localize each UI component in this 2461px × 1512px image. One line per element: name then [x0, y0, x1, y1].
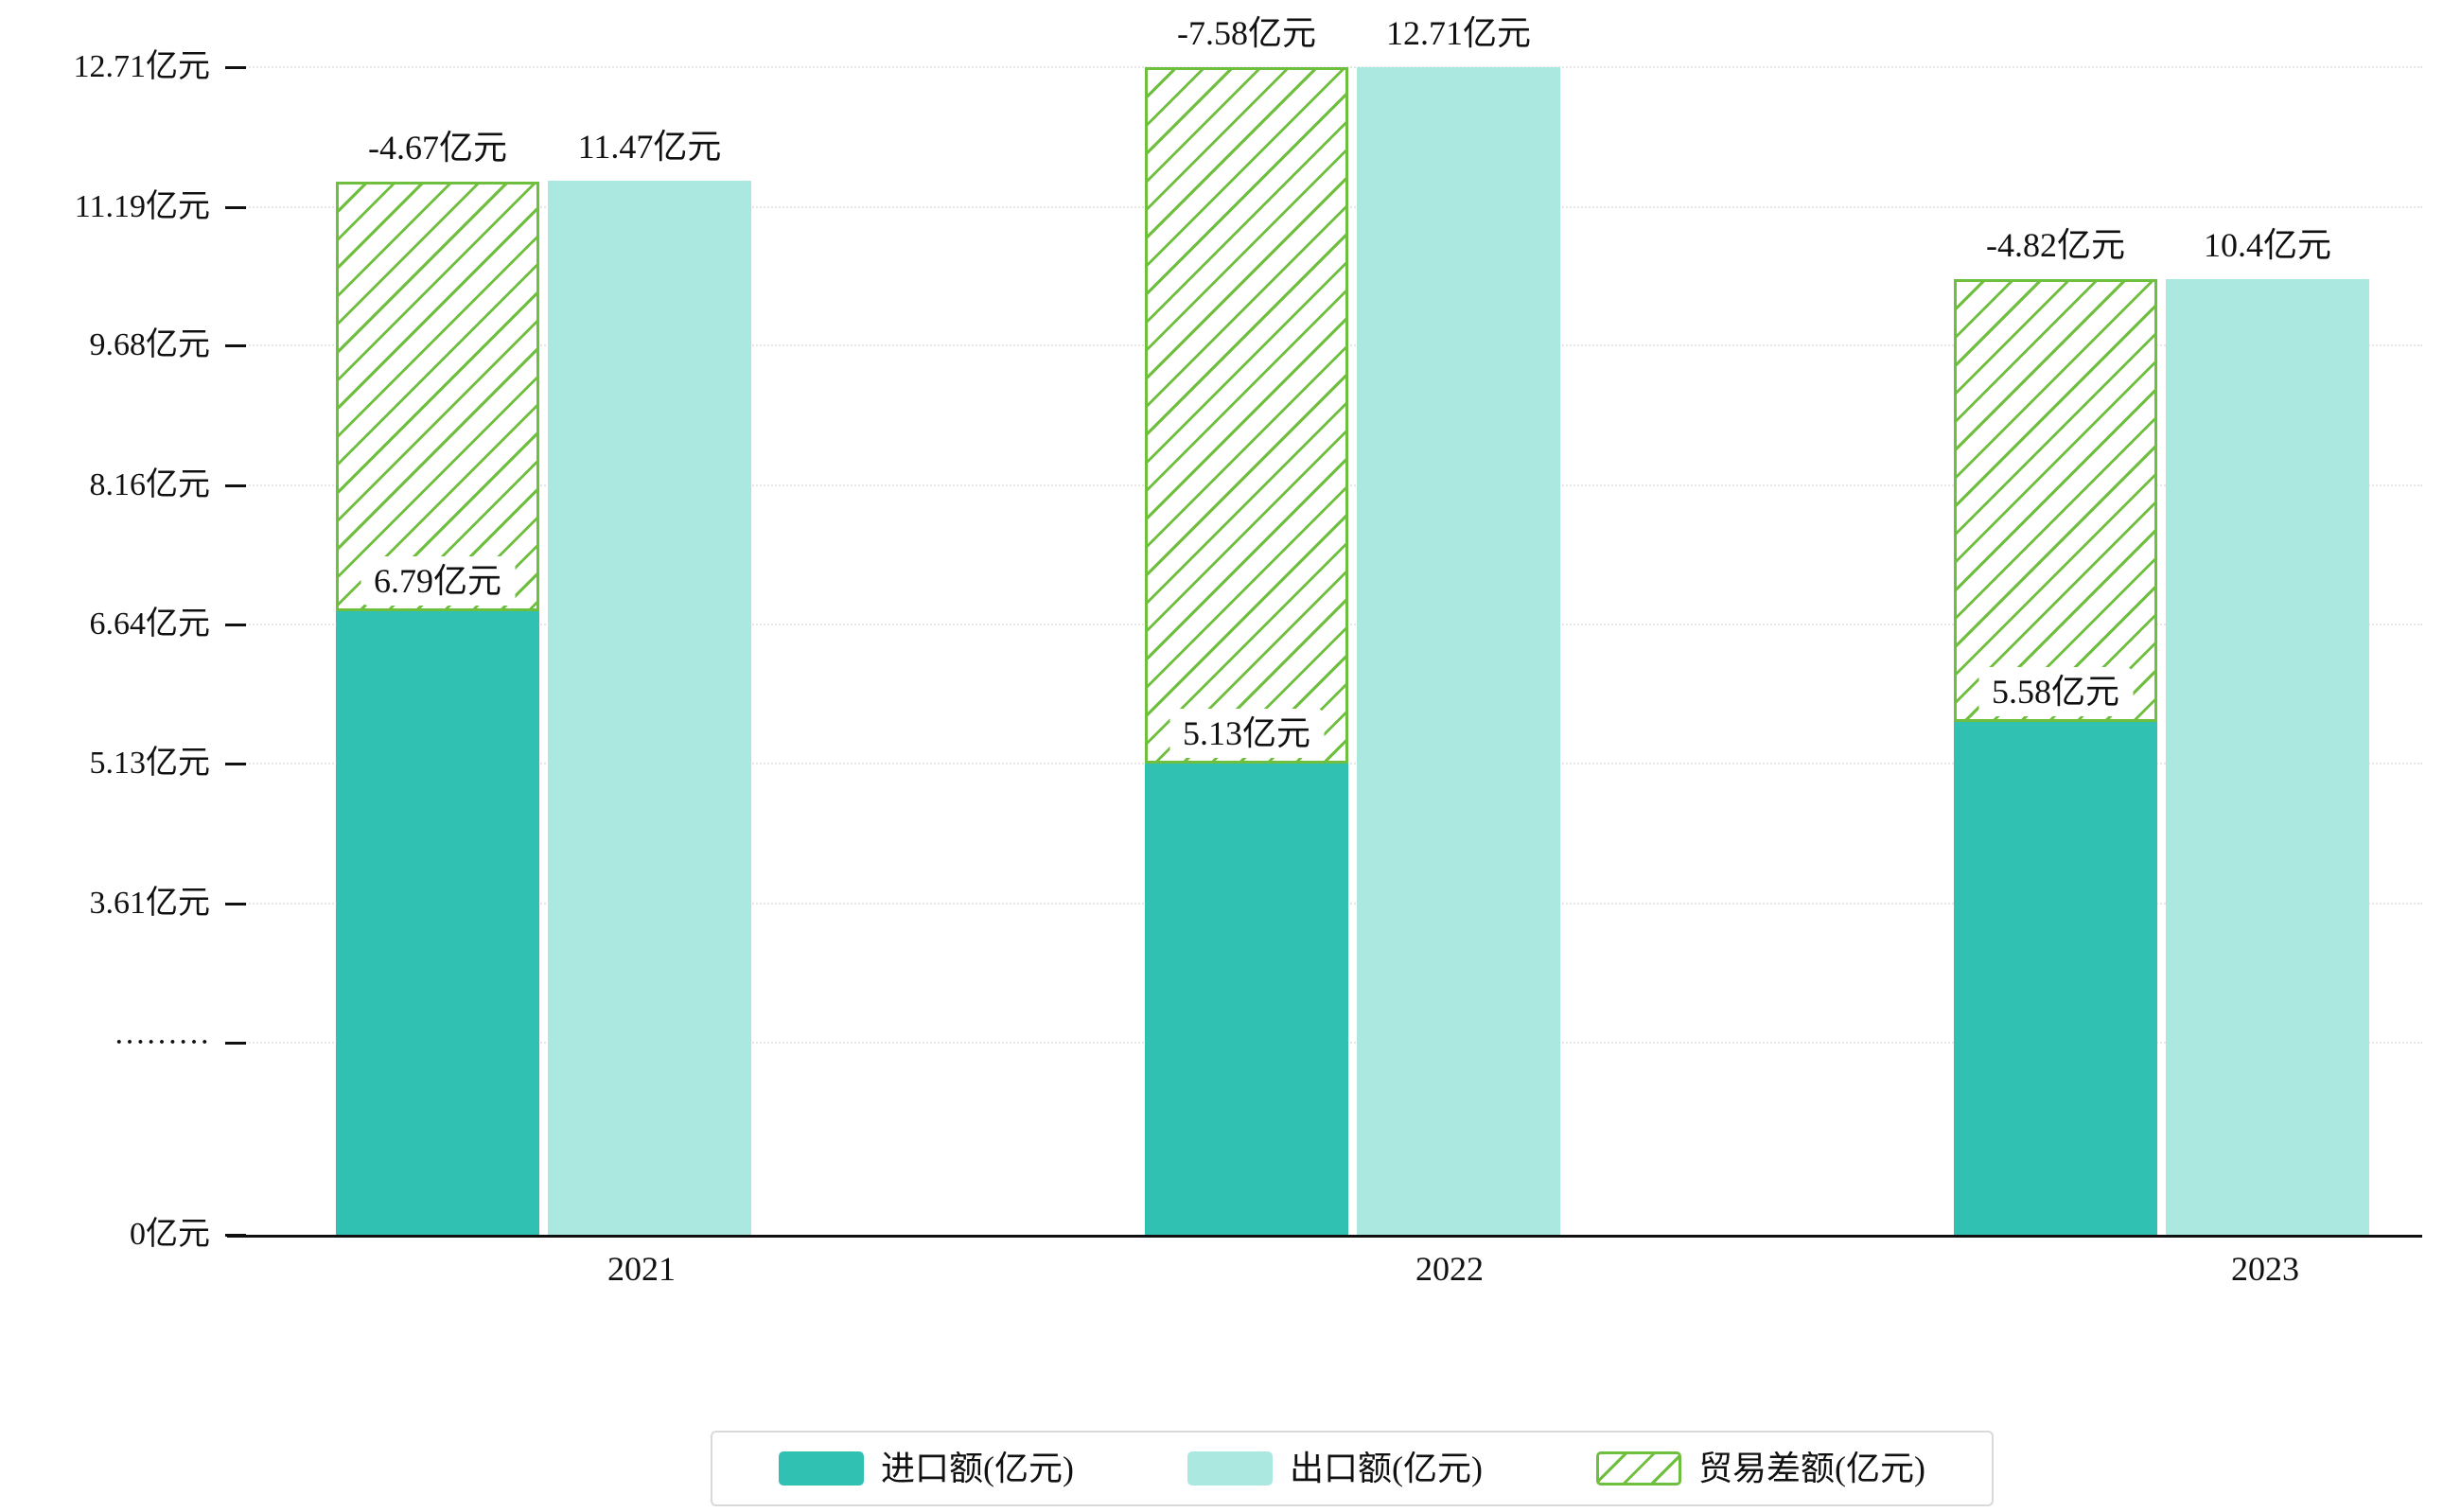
y-tick-mark [225, 902, 246, 905]
y-tick-mark [225, 483, 246, 487]
x-axis-label-2021: 2021 [607, 1250, 676, 1288]
export-bar-2023 [2166, 279, 2369, 1235]
trade-balance-bar-2021 [336, 182, 539, 611]
y-axis-tick-label: 11.19亿元 [74, 188, 210, 224]
y-tick-mark [225, 624, 246, 627]
y-axis-tick-label: 12.71亿元 [73, 49, 211, 84]
legend-item-trade-balance: 贸易差额(亿元) [1596, 1448, 1925, 1489]
export-bar-2022 [1357, 67, 1560, 1235]
legend-label-trade-balance: 贸易差额(亿元) [1698, 1450, 1925, 1487]
legend-label-export: 出口额(亿元) [1290, 1450, 1483, 1487]
import-bar-2023 [1954, 722, 2157, 1235]
trade-balance-bar-2023 [1954, 279, 2157, 723]
import-value-label-2022: 5.13亿元 [1169, 708, 1325, 758]
y-axis-tick-label: 5.13亿元 [89, 745, 211, 781]
y-tick-mark [225, 66, 246, 69]
x-axis-line [227, 1235, 2422, 1238]
y-tick-mark [225, 762, 246, 765]
legend-item-import: 进口额(亿元) [779, 1448, 1074, 1489]
trade-balance-bar-2022 [1145, 67, 1348, 764]
legend-item-export: 出口额(亿元) [1187, 1448, 1483, 1489]
y-axis-tick-label: 3.61亿元 [89, 885, 211, 921]
trade-balance-value-label-2021: -4.67亿元 [355, 123, 520, 173]
export-bar-2021 [548, 181, 751, 1235]
y-axis-tick-label: ········· [114, 1025, 210, 1061]
export-value-label-2021: 11.47亿元 [564, 122, 735, 172]
import-bar-2022 [1145, 763, 1348, 1235]
import-value-label-2023: 5.58亿元 [1978, 667, 2134, 717]
y-axis-tick-label: 8.16亿元 [89, 466, 211, 502]
y-tick-mark [225, 1042, 246, 1046]
export-value-label-2022: 12.71亿元 [1372, 9, 1545, 58]
trade-balance-value-label-2022: -7.58亿元 [1164, 9, 1329, 58]
export-value-label-2023: 10.4亿元 [2189, 220, 2346, 271]
y-axis-tick-label: 0亿元 [130, 1217, 210, 1252]
x-axis-label-2023: 2023 [2231, 1250, 2299, 1288]
import-value-label-2021: 6.79亿元 [360, 555, 516, 606]
y-tick-mark [225, 205, 246, 209]
y-tick-mark [225, 344, 246, 348]
export-legend-swatch-icon [1187, 1451, 1273, 1486]
trade-balance-value-label-2023: -4.82亿元 [1973, 220, 2138, 271]
x-axis-label-2022: 2022 [1415, 1250, 1484, 1288]
y-axis-tick-label: 6.64亿元 [89, 607, 211, 642]
trade-balance-legend-swatch-icon [1596, 1451, 1681, 1486]
legend: 进口额(亿元) 出口额(亿元) 贸易差额(亿元) [711, 1431, 1994, 1506]
y-axis-tick-label: 9.68亿元 [89, 327, 211, 363]
import-legend-swatch-icon [779, 1451, 864, 1486]
legend-label-import: 进口额(亿元) [881, 1450, 1074, 1487]
import-bar-2021 [336, 610, 539, 1235]
